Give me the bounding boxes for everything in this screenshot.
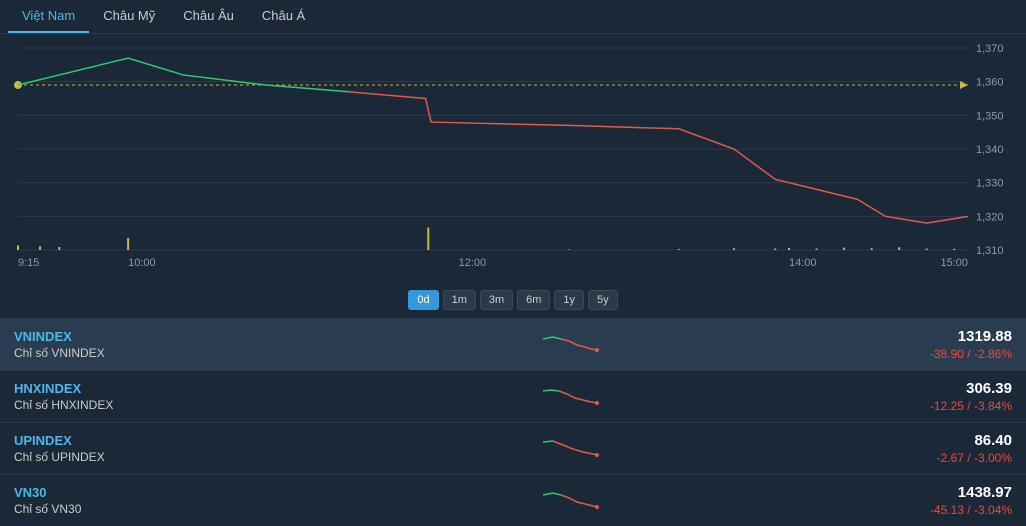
- svg-text:1,310: 1,310: [976, 245, 1004, 257]
- index-sparkline: [314, 333, 832, 357]
- timeframe-buttons: 0d1m3m6m1y5y: [0, 284, 1026, 318]
- index-subtitle: Chỉ số VN30: [14, 502, 314, 516]
- index-row-vn30[interactable]: VN30 Chỉ số VN30 1438.97 -45.13 / -3.04%: [0, 474, 1026, 526]
- svg-text:1,340: 1,340: [976, 144, 1004, 156]
- timeframe-btn-1m[interactable]: 1m: [443, 290, 476, 310]
- index-left: UPINDEX Chỉ số UPINDEX: [14, 433, 314, 464]
- index-subtitle: Chỉ số HNXINDEX: [14, 398, 314, 412]
- tab-region-1[interactable]: Châu Mỹ: [89, 0, 169, 33]
- index-sparkline: [314, 437, 832, 461]
- index-right: 86.40 -2.67 / -3.00%: [832, 432, 1012, 465]
- index-sparkline: [314, 385, 832, 409]
- index-name: VNINDEX: [14, 329, 314, 344]
- tab-region-3[interactable]: Châu Á: [248, 0, 319, 33]
- index-list: VNINDEX Chỉ số VNINDEX 1319.88 -38.90 / -2…: [0, 318, 1026, 526]
- timeframe-btn-3m[interactable]: 3m: [480, 290, 513, 310]
- index-right: 1319.88 -38.90 / -2.86%: [832, 328, 1012, 361]
- timeframe-btn-1y[interactable]: 1y: [554, 290, 584, 310]
- index-value: 86.40: [832, 432, 1012, 449]
- svg-text:1,330: 1,330: [976, 178, 1004, 190]
- index-row-vnindex[interactable]: VNINDEX Chỉ số VNINDEX 1319.88 -38.90 / -2…: [0, 318, 1026, 370]
- index-left: VNINDEX Chỉ số VNINDEX: [14, 329, 314, 360]
- svg-text:1,370: 1,370: [976, 43, 1004, 55]
- index-change: -12.25 / -3.84%: [832, 399, 1012, 413]
- index-subtitle: Chỉ số UPINDEX: [14, 450, 314, 464]
- index-row-upindex[interactable]: UPINDEX Chỉ số UPINDEX 86.40 -2.67 / -3.00…: [0, 422, 1026, 474]
- index-right: 306.39 -12.25 / -3.84%: [832, 380, 1012, 413]
- index-name: UPINDEX: [14, 433, 314, 448]
- chart-svg: 1,310 1,320 1,330 1,340 1,350 1,360 1,370 9:15 1…: [8, 42, 1018, 272]
- timeframe-btn-0d[interactable]: 0d: [408, 290, 438, 310]
- index-change: -45.13 / -3.04%: [832, 503, 1012, 517]
- timeframe-btn-5y[interactable]: 5y: [588, 290, 618, 310]
- svg-text:1,320: 1,320: [976, 211, 1004, 223]
- index-left: VN30 Chỉ số VN30: [14, 485, 314, 516]
- main-chart: 1,310 1,320 1,330 1,340 1,350 1,360 1,370 9:15 1…: [0, 34, 1026, 284]
- index-name: VN30: [14, 485, 314, 500]
- svg-text:9:15: 9:15: [18, 257, 39, 269]
- index-left: HNXINDEX Chỉ số HNXINDEX: [14, 381, 314, 412]
- index-value: 306.39: [832, 380, 1012, 397]
- svg-text:15:00: 15:00: [940, 257, 968, 269]
- svg-text:14:00: 14:00: [789, 257, 817, 269]
- index-change: -38.90 / -2.86%: [832, 347, 1012, 361]
- index-value: 1438.97: [832, 484, 1012, 501]
- index-row-hnxindex[interactable]: HNXINDEX Chỉ số HNXINDEX 306.39 -12.25 / -…: [0, 370, 1026, 422]
- index-right: 1438.97 -45.13 / -3.04%: [832, 484, 1012, 517]
- svg-text:12:00: 12:00: [459, 257, 487, 269]
- index-sparkline: [314, 489, 832, 513]
- svg-text:1,360: 1,360: [976, 77, 1004, 89]
- index-value: 1319.88: [832, 328, 1012, 345]
- tab-region-2[interactable]: Châu Âu: [169, 0, 248, 33]
- region-tabs: Việt NamChâu MỹChâu ÂuChâu Á: [0, 0, 1026, 34]
- index-name: HNXINDEX: [14, 381, 314, 396]
- timeframe-btn-6m[interactable]: 6m: [517, 290, 550, 310]
- svg-text:1,350: 1,350: [976, 110, 1004, 122]
- tab-region-0[interactable]: Việt Nam: [8, 0, 89, 33]
- svg-text:10:00: 10:00: [128, 257, 156, 269]
- index-change: -2.67 / -3.00%: [832, 451, 1012, 465]
- index-subtitle: Chỉ số VNINDEX: [14, 346, 314, 360]
